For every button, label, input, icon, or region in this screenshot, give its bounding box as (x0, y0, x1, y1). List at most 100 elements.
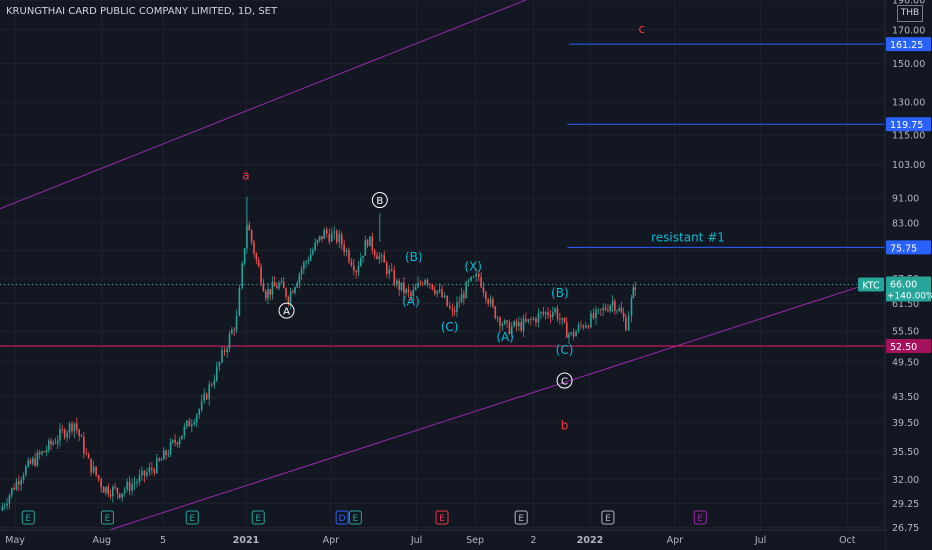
channel-lower-line (99, 277, 886, 534)
time-axis (0, 530, 885, 550)
candle-body (22, 475, 25, 480)
channel-lines (0, 0, 886, 534)
candle-body (417, 282, 419, 288)
candle-body (373, 250, 376, 256)
candle-body (506, 320, 508, 323)
time-tick-label: Apr (323, 535, 340, 546)
candle-body (429, 283, 431, 285)
candle-body (463, 294, 465, 299)
candle-body (414, 287, 417, 291)
price-tick-label: 150.00 (892, 59, 925, 70)
candle-body (198, 409, 201, 415)
candle-body (551, 312, 554, 318)
candle-body (407, 289, 410, 293)
candle-body (520, 322, 522, 331)
price-tick-label: 39.50 (892, 418, 919, 429)
candle-body (378, 256, 381, 260)
candle-body (18, 481, 20, 485)
candle-body (465, 282, 467, 299)
candle-body (146, 472, 148, 476)
candle-body (253, 241, 255, 254)
candle-body (438, 289, 441, 291)
candle-body (307, 260, 310, 262)
candle-body (424, 279, 426, 285)
event-marker (335, 510, 349, 525)
event-marker-label: E (25, 514, 31, 524)
candle-body (494, 306, 497, 319)
candle-body (15, 481, 18, 490)
event-marker (21, 510, 35, 525)
price-label-box (886, 339, 931, 354)
event-marker (514, 510, 528, 525)
candle-body (183, 426, 186, 436)
candle-body (116, 488, 119, 494)
price-tick-label: 49.50 (892, 357, 919, 368)
wave-label: (X) (464, 260, 482, 274)
time-tick-label: Oct (839, 535, 856, 546)
candle-body (449, 305, 451, 309)
candle-body (559, 319, 561, 320)
candle-body (303, 262, 305, 270)
candle-body (10, 487, 13, 496)
candle-body (282, 281, 285, 289)
candle-body (321, 236, 323, 240)
candle-body (489, 298, 492, 304)
candle-body (314, 242, 316, 251)
time-tick-label: 5 (160, 535, 166, 546)
candle-body (262, 283, 265, 292)
candle-body (537, 313, 540, 323)
candle-body (348, 250, 350, 262)
candle-body (540, 312, 542, 314)
wave-circle (278, 302, 295, 319)
candle-body (393, 270, 396, 285)
candle-body (355, 271, 358, 273)
candle-body (34, 458, 36, 466)
price-tick-label: 55.50 (892, 327, 919, 338)
price-tick-label: 43.50 (892, 392, 919, 403)
event-marker (100, 510, 114, 525)
candle-body (63, 429, 66, 438)
candle-body (503, 320, 506, 325)
candle-body (600, 309, 602, 311)
price-tick-label: 29.25 (892, 499, 919, 510)
candle-body (513, 321, 515, 327)
time-tick-label: Sep (466, 535, 484, 546)
candle-body (390, 269, 393, 271)
channel-upper-line (0, 0, 527, 210)
time-tick-label: May (5, 535, 25, 546)
candle-body (195, 414, 198, 423)
candle-body (131, 484, 133, 491)
candle-body (190, 424, 193, 427)
candle-body (126, 481, 128, 490)
candle-body (592, 313, 595, 319)
candle-body (340, 234, 343, 245)
candle-body (634, 287, 637, 290)
candle-body (143, 470, 146, 476)
candle-body (582, 325, 585, 328)
candle-body (278, 282, 280, 289)
candle-body (499, 317, 501, 327)
candle-body (380, 255, 383, 257)
candle-body (56, 440, 59, 444)
currency-badge[interactable]: THB (897, 5, 923, 22)
price-tick-label: 32.00 (892, 475, 919, 486)
candle-body (590, 313, 592, 328)
candle-body (318, 236, 321, 240)
candle-body (595, 309, 597, 319)
price-tick-label: 190.00 (892, 0, 925, 7)
candle-body (353, 265, 355, 272)
event-marker (435, 510, 449, 525)
candle-body (333, 231, 336, 234)
candle-body (20, 479, 23, 485)
candle-body (609, 305, 612, 312)
candle-body (13, 487, 15, 490)
candle-body (477, 273, 480, 277)
candle-body (343, 244, 345, 253)
wave-label: (B) (405, 250, 423, 264)
candle-body (38, 452, 41, 455)
candle-body (238, 287, 241, 316)
last-price-change: +140.00% (887, 291, 932, 301)
candle-body (105, 486, 107, 493)
